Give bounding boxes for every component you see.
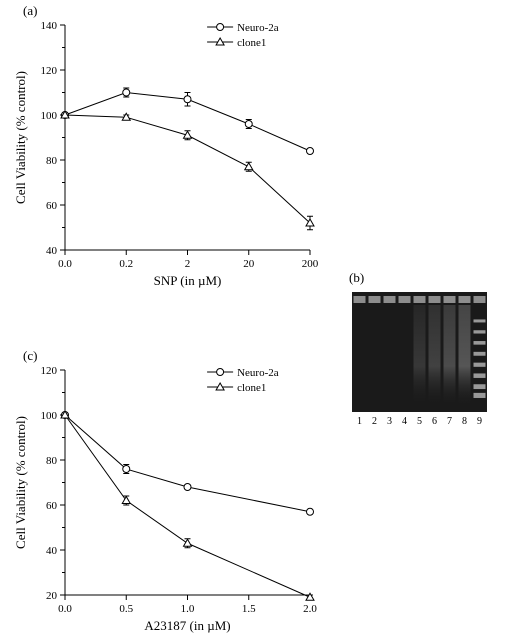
svg-text:Neuro-2a: Neuro-2a [237,367,279,379]
svg-text:20: 20 [243,258,255,270]
svg-text:80: 80 [46,155,58,167]
marker-circle [307,148,314,155]
svg-text:8: 8 [462,416,467,427]
svg-text:100: 100 [41,410,58,422]
marker-triangle [184,539,192,546]
svg-text:120: 120 [41,65,58,77]
series-line [65,415,310,597]
svg-text:9: 9 [477,416,482,427]
svg-text:2: 2 [372,416,377,427]
svg-text:40: 40 [46,245,58,257]
svg-text:140: 140 [41,20,58,32]
marker-triangle [306,593,314,600]
svg-text:6: 6 [432,416,437,427]
svg-text:2.0: 2.0 [303,603,317,615]
svg-text:4: 4 [402,416,407,427]
marker-circle [123,89,130,96]
svg-text:7: 7 [447,416,452,427]
marker-circle [184,484,191,491]
panel-label: (c) [23,348,37,363]
svg-text:3: 3 [387,416,392,427]
svg-text:SNP (in µM): SNP (in µM) [154,273,222,288]
svg-text:200: 200 [302,258,319,270]
svg-text:2: 2 [185,258,191,270]
marker-triangle [245,163,253,170]
svg-text:100: 100 [41,110,58,122]
svg-text:60: 60 [46,500,58,512]
svg-text:clone1: clone1 [237,382,266,394]
svg-text:1: 1 [357,416,362,427]
svg-text:0.0: 0.0 [58,258,72,270]
svg-text:120: 120 [41,365,58,377]
series-line [65,415,310,512]
svg-text:clone1: clone1 [237,37,266,49]
panel-label: (a) [23,3,37,18]
marker-circle [307,508,314,515]
svg-text:40: 40 [46,545,58,557]
svg-text:5: 5 [417,416,422,427]
svg-text:Cell Viability (% control): Cell Viability (% control) [13,71,28,204]
marker-circle [184,96,191,103]
marker-circle [245,121,252,128]
panel-label: (b) [349,270,364,285]
svg-text:1.5: 1.5 [242,603,256,615]
svg-text:0.2: 0.2 [119,258,133,270]
svg-text:80: 80 [46,455,58,467]
svg-text:Neuro-2a: Neuro-2a [237,22,279,34]
svg-text:0.5: 0.5 [119,603,133,615]
marker-circle [123,466,130,473]
svg-text:A23187 (in µM): A23187 (in µM) [144,618,230,633]
svg-text:60: 60 [46,200,58,212]
svg-text:0.0: 0.0 [58,603,72,615]
svg-text:1.0: 1.0 [181,603,195,615]
marker-triangle [122,497,130,504]
svg-text:Cell Viability (% control): Cell Viability (% control) [13,416,28,549]
svg-text:20: 20 [46,590,58,602]
